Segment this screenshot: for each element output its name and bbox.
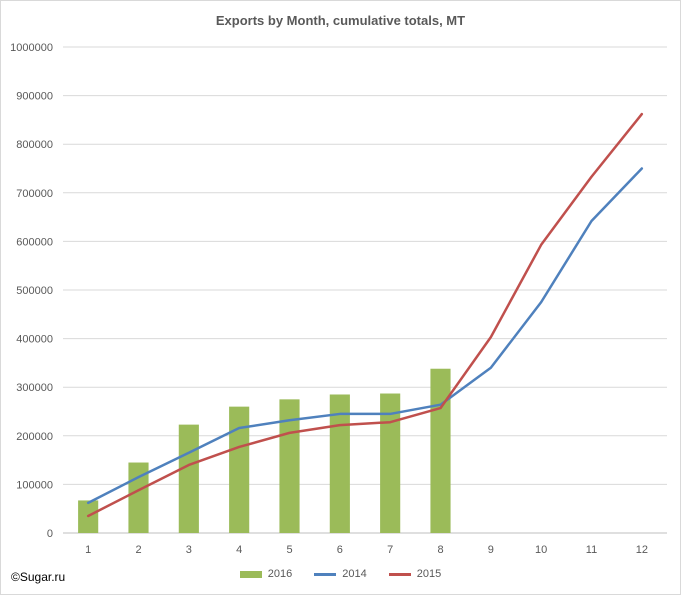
x-tick-label: 4 xyxy=(236,544,242,556)
line-series-2015 xyxy=(86,112,644,518)
x-tick-label: 3 xyxy=(186,544,192,556)
legend-item-2015: 2015 xyxy=(388,568,442,580)
x-tick-label: 1 xyxy=(85,544,91,556)
line-series-2014 xyxy=(86,167,644,505)
legend-item-2016: 2016 xyxy=(239,568,293,580)
x-tick-label: 12 xyxy=(636,544,648,556)
legend-item-2014: 2014 xyxy=(314,568,367,580)
y-tick-label: 600000 xyxy=(16,236,53,248)
x-tick-label: 11 xyxy=(586,544,597,556)
y-tick-label: 1000000 xyxy=(10,42,53,54)
y-tick-label: 800000 xyxy=(16,139,53,151)
y-tick-label: 500000 xyxy=(16,285,53,297)
chart-title: Exports by Month, cumulative totals, MT xyxy=(215,13,466,28)
bar-2016 xyxy=(380,393,401,533)
x-tick-label: 6 xyxy=(337,544,343,556)
x-tick-label: 8 xyxy=(437,544,443,556)
legend-label: 2015 xyxy=(416,568,442,580)
legend-swatch xyxy=(239,570,262,578)
y-tick-label: 200000 xyxy=(16,431,53,443)
x-tick-label: 2 xyxy=(135,544,141,556)
x-tick-label: 7 xyxy=(387,544,393,556)
bar-2016 xyxy=(430,368,451,533)
bar-2016 xyxy=(178,424,199,533)
y-tick-label: 400000 xyxy=(16,334,53,346)
x-tick-label: 9 xyxy=(488,544,494,556)
x-tick-label: 10 xyxy=(535,544,547,556)
credit-text: ©Sugar.ru xyxy=(11,570,66,584)
y-tick-label: 100000 xyxy=(16,479,53,491)
bar-2016 xyxy=(229,406,250,533)
y-tick-label: 0 xyxy=(47,528,53,540)
bar-2016 xyxy=(329,394,350,533)
legend-label: 2016 xyxy=(267,568,293,580)
x-tick-label: 5 xyxy=(286,544,292,556)
legend-swatch xyxy=(314,572,337,576)
y-tick-label: 300000 xyxy=(16,382,53,394)
y-tick-label: 700000 xyxy=(16,188,53,200)
legend-swatch xyxy=(388,572,411,576)
y-tick-label: 900000 xyxy=(16,91,53,103)
legend-label: 2014 xyxy=(342,568,367,580)
legend: 2016 2014 2015 xyxy=(1,568,680,580)
